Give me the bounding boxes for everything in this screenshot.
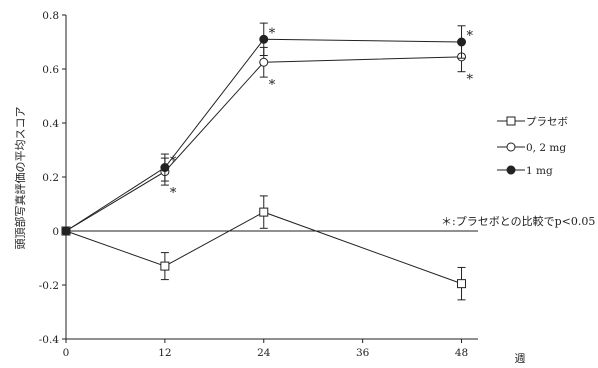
significance-mark: * <box>170 155 177 170</box>
y-tick-label: 0.6 <box>42 64 59 76</box>
data-point <box>160 261 170 271</box>
significance-mark: * <box>467 29 474 44</box>
legend-item-1mg: 1 mg <box>497 165 553 177</box>
series-line-1mg <box>65 38 462 232</box>
data-point <box>259 57 269 67</box>
y-tick-label: 0.4 <box>42 118 59 130</box>
x-tick-label: 12 <box>158 347 171 359</box>
x-tick-label: 48 <box>455 347 468 359</box>
series-layer <box>61 22 467 301</box>
y-tick-label: 0.2 <box>42 172 59 184</box>
data-point <box>259 207 269 217</box>
legend-marker-1mg <box>506 165 516 175</box>
legend-label-placebo: プラセボ <box>526 116 568 128</box>
x-tick-label: 0 <box>63 347 70 359</box>
data-point <box>457 37 467 47</box>
data-point <box>160 163 170 173</box>
data-point <box>259 34 269 44</box>
significance-mark: * <box>467 73 474 88</box>
axes: 0.80.60.40.20-0.2-0.40 12 24 36 48 <box>39 10 478 359</box>
series-line-placebo <box>65 211 462 285</box>
significance-note: ＊:プラセボとの比較でp<0.05 <box>441 214 595 228</box>
y-tick-label: 0.8 <box>42 10 59 22</box>
y-tick-label: -0.2 <box>39 280 59 292</box>
y-tick-label: 0 <box>52 226 59 238</box>
y-tick-label: -0.4 <box>39 334 60 346</box>
legend: プラセボ 0, 2 mg 1 mg <box>497 116 568 177</box>
series-line-0-2mg <box>65 56 462 232</box>
significance-marks: * * * * * * <box>170 26 474 201</box>
legend-item-placebo: プラセボ <box>497 116 568 128</box>
y-axis-label: 頭頂部写真評価の平均スコア <box>13 107 27 250</box>
legend-marker-placebo <box>506 116 516 126</box>
significance-mark: * <box>170 186 177 201</box>
legend-marker-0-2mg <box>506 142 516 152</box>
significance-mark: * <box>269 26 276 41</box>
x-tick-label: 36 <box>356 347 370 359</box>
series-placebo <box>61 195 467 301</box>
data-point <box>457 279 467 289</box>
data-point <box>61 226 71 236</box>
x-axis-label: 週 <box>515 352 526 365</box>
series-1mg <box>61 22 467 236</box>
legend-label-1mg: 1 mg <box>526 165 553 177</box>
significance-mark: * <box>269 78 276 93</box>
legend-item-0-2mg: 0, 2 mg <box>497 142 566 154</box>
x-tick-label: 24 <box>257 347 271 359</box>
legend-label-0-2mg: 0, 2 mg <box>526 142 566 154</box>
